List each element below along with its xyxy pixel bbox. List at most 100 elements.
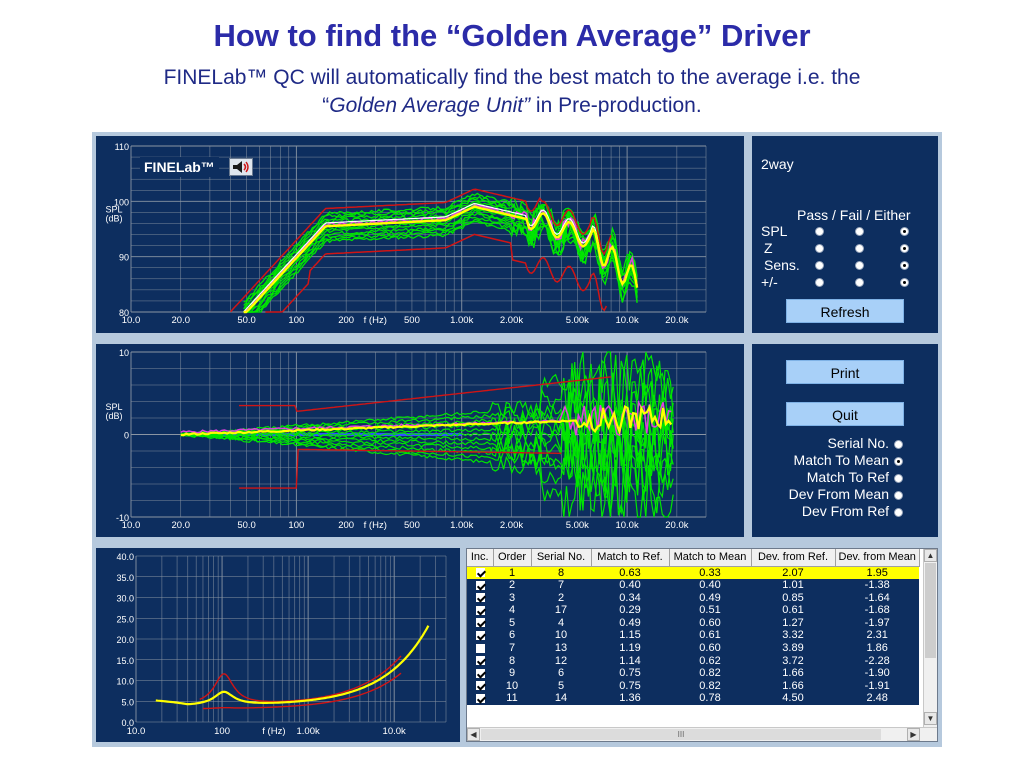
table-row[interactable]: 2 7 0.40 0.40 1.01 -1.38 bbox=[467, 579, 920, 592]
sort-option-label: Serial No. bbox=[827, 435, 889, 451]
pfe-radio[interactable] bbox=[900, 244, 909, 253]
x-tick-label: 100 bbox=[288, 520, 304, 531]
slide-title: How to find the “Golden Average” Driver bbox=[213, 18, 811, 53]
include-cell bbox=[467, 692, 493, 706]
scroll-right-icon[interactable]: ▶ bbox=[907, 728, 920, 741]
scroll-left-icon[interactable]: ◀ bbox=[467, 728, 480, 741]
column-header[interactable]: Serial No. bbox=[531, 549, 592, 567]
x-tick-label: 5.00k bbox=[566, 520, 589, 531]
cell-order: 1 bbox=[493, 566, 531, 580]
cell-dev-mean: 1.95 bbox=[835, 566, 920, 580]
horizontal-scrollbar[interactable]: ◀ III ▶ bbox=[467, 727, 937, 741]
y-tick-label: 15.0 bbox=[116, 656, 134, 666]
include-checkbox[interactable] bbox=[475, 631, 485, 641]
column-header[interactable]: Dev. from Mean bbox=[835, 549, 920, 567]
y-axis-label: (dB) bbox=[105, 411, 122, 421]
cell-match-mean: 0.61 bbox=[669, 629, 751, 643]
include-cell bbox=[467, 654, 493, 668]
x-tick-label: 1.00k bbox=[296, 726, 319, 737]
pfe-radio[interactable] bbox=[900, 278, 909, 287]
x-axis-label: f (Hz) bbox=[364, 315, 387, 326]
cell-dev-ref: 2.07 bbox=[751, 566, 835, 580]
unit-response-line bbox=[243, 218, 638, 313]
include-checkbox[interactable] bbox=[475, 668, 485, 678]
table-row[interactable]: 1 8 0.63 0.33 2.07 1.95 bbox=[467, 566, 920, 580]
pfe-row-label: +/- bbox=[761, 274, 778, 290]
cell-dev-ref: 0.85 bbox=[751, 591, 835, 605]
sort-option-radio[interactable] bbox=[894, 474, 903, 483]
table-row[interactable]: 10 5 0.75 0.82 1.66 -1.91 bbox=[467, 679, 920, 693]
speaker-icon[interactable] bbox=[229, 158, 253, 176]
subtitle-rest: in Pre-production. bbox=[530, 94, 702, 117]
x-tick-label: 50.0 bbox=[237, 520, 256, 531]
table-row[interactable]: 8 12 1.14 0.62 3.72 -2.28 bbox=[467, 654, 920, 668]
table-row[interactable]: 3 2 0.34 0.49 0.85 -1.64 bbox=[467, 591, 920, 605]
upper-deviation-limit bbox=[239, 376, 612, 413]
print-button[interactable]: Print bbox=[786, 360, 904, 384]
include-checkbox[interactable] bbox=[475, 605, 485, 615]
include-checkbox[interactable] bbox=[475, 694, 485, 704]
results-table: Inc. Order Serial No. Match to Ref. Match to… bbox=[466, 548, 938, 742]
column-header[interactable]: Inc. bbox=[467, 549, 494, 567]
cell-serial: 13 bbox=[531, 642, 591, 655]
scroll-up-icon[interactable]: ▲ bbox=[924, 549, 937, 562]
table-row[interactable]: 6 10 1.15 0.61 3.32 2.31 bbox=[467, 629, 920, 643]
table-row[interactable]: 7 13 1.19 0.60 3.89 1.86 bbox=[467, 642, 920, 655]
cell-match-ref: 1.36 bbox=[591, 692, 669, 706]
table-header: Inc. Order Serial No. Match to Ref. Match to… bbox=[467, 549, 920, 567]
x-tick-label: 10.0k bbox=[615, 520, 638, 531]
scroll-down-icon[interactable]: ▼ bbox=[924, 712, 937, 725]
include-cell bbox=[467, 667, 493, 680]
pfe-row-label: Z bbox=[764, 240, 773, 256]
pfe-radio[interactable] bbox=[815, 261, 824, 270]
include-checkbox[interactable] bbox=[475, 568, 485, 578]
hscroll-thumb[interactable]: III bbox=[481, 729, 881, 740]
column-header[interactable]: Match to Mean bbox=[669, 549, 752, 567]
column-header[interactable]: Order bbox=[493, 549, 532, 567]
column-header[interactable]: Dev. from Ref. bbox=[751, 549, 836, 567]
sort-option-radio[interactable] bbox=[894, 457, 903, 466]
table-row[interactable]: 11 14 1.36 0.78 4.50 2.48 bbox=[467, 692, 920, 706]
cell-match-mean: 0.78 bbox=[669, 692, 751, 706]
y-tick-label: 5.0 bbox=[121, 697, 134, 707]
sort-option-label: Dev From Mean bbox=[788, 486, 889, 502]
cell-dev-ref: 3.32 bbox=[751, 629, 835, 643]
include-checkbox[interactable] bbox=[475, 618, 485, 628]
pfe-radio[interactable] bbox=[815, 278, 824, 287]
y-tick-label: 20.0 bbox=[116, 635, 134, 645]
table-row[interactable]: 4 17 0.29 0.51 0.61 -1.68 bbox=[467, 604, 920, 617]
deviation-chart-panel: 10 0 -10 SPL (dB) 10.0 20.0 50.0 100 200 f (Hz) 500… bbox=[96, 344, 744, 537]
lower-impedance-limit bbox=[203, 672, 402, 710]
pfe-radio[interactable] bbox=[815, 244, 824, 253]
include-checkbox[interactable] bbox=[475, 681, 485, 691]
sort-option-radio[interactable] bbox=[894, 491, 903, 500]
scroll-thumb[interactable] bbox=[925, 563, 936, 658]
pfe-radio[interactable] bbox=[855, 244, 864, 253]
include-checkbox[interactable] bbox=[475, 580, 485, 590]
column-header[interactable]: Match to Ref. bbox=[591, 549, 670, 567]
refresh-button[interactable]: Refresh bbox=[786, 299, 904, 323]
vertical-scrollbar[interactable]: ▲ ▼ bbox=[923, 549, 937, 727]
include-checkbox[interactable] bbox=[475, 593, 485, 603]
pfe-radio[interactable] bbox=[855, 261, 864, 270]
pfe-radio[interactable] bbox=[900, 227, 909, 236]
sort-option-radio[interactable] bbox=[894, 508, 903, 517]
pfe-radio[interactable] bbox=[855, 227, 864, 236]
average-response-line bbox=[243, 205, 639, 314]
cell-match-mean: 0.82 bbox=[669, 679, 751, 693]
table-row[interactable]: 9 6 0.75 0.82 1.66 -1.90 bbox=[467, 667, 920, 680]
sort-option-label: Match To Ref bbox=[806, 469, 889, 485]
quit-button[interactable]: Quit bbox=[786, 402, 904, 426]
unit-response-line bbox=[243, 200, 638, 310]
impedance-chart-panel: 40.0 35.0 30.0 25.0 20.0 15.0 10.0 5.0 0.0 10.0 10… bbox=[96, 548, 460, 742]
include-checkbox[interactable] bbox=[475, 656, 485, 666]
sort-option-radio[interactable] bbox=[894, 440, 903, 449]
pfe-radio[interactable] bbox=[815, 227, 824, 236]
table-row[interactable]: 5 4 0.49 0.60 1.27 -1.97 bbox=[467, 616, 920, 630]
pfe-radio[interactable] bbox=[855, 278, 864, 287]
subtitle-line-1: FINELab™ QC will automatically find the … bbox=[163, 66, 861, 89]
unit-response-line bbox=[243, 207, 638, 313]
include-cell bbox=[467, 591, 493, 605]
include-checkbox[interactable] bbox=[475, 643, 485, 653]
pfe-radio[interactable] bbox=[900, 261, 909, 270]
